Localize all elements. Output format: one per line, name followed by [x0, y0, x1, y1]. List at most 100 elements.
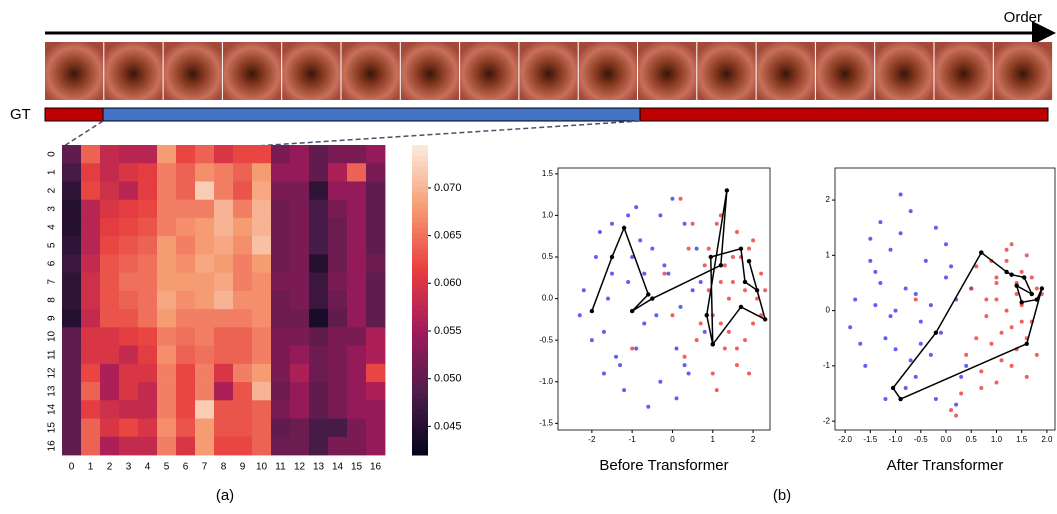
heatmap-cell: [347, 163, 367, 182]
colorbar-band: [412, 165, 428, 172]
heatmap-cell: [62, 254, 82, 274]
trajectory-point: [1039, 286, 1045, 291]
colorbar-band: [412, 439, 428, 446]
scatter-point: [682, 221, 687, 226]
heatmap-cell: [214, 418, 234, 438]
heatmap-cell: [233, 309, 253, 328]
scatter-point: [605, 296, 610, 301]
scatter-point: [873, 269, 878, 274]
colorbar-band: [412, 449, 428, 456]
heatmap-cell: [214, 400, 234, 419]
heatmap-cell: [309, 199, 329, 219]
trajectory-point: [710, 342, 715, 347]
colorbar-band: [412, 372, 428, 378]
heatmap-cell: [119, 163, 139, 182]
heatmap-cell: [347, 345, 367, 365]
heatmap-cell: [119, 199, 139, 219]
heatmap-cell: [119, 145, 139, 164]
y-tick-label: 0.5: [542, 252, 554, 261]
scatter-point: [989, 341, 994, 346]
scatter-point: [690, 221, 695, 226]
heatmap-cell: [100, 345, 120, 365]
colorbar-band: [412, 186, 428, 192]
scatter-point: [706, 288, 711, 293]
scatter-point: [618, 363, 623, 368]
heatmap-cell: [366, 181, 386, 201]
heatmap-cell: [100, 382, 120, 401]
heatmap-cell: [214, 181, 234, 201]
heatmap-cell: [328, 199, 348, 219]
scatter-point: [670, 313, 675, 318]
heatmap-cell: [309, 382, 329, 401]
scatter-point: [848, 325, 853, 330]
heatmap-cell: [119, 254, 139, 274]
heatmap-cell: [100, 181, 120, 201]
heatmap-cell: [138, 309, 158, 328]
scatter-point: [658, 379, 663, 384]
heatmap-cell: [233, 236, 253, 255]
trajectory-point: [708, 254, 713, 260]
scatter-point: [601, 329, 606, 334]
heatmap-cell: [271, 181, 291, 201]
gt-segment: [102, 107, 641, 122]
heatmap-cell: [176, 254, 196, 274]
heatmap-cell: [119, 309, 139, 328]
scatter-point: [666, 271, 671, 276]
heatmap-cell: [309, 272, 329, 292]
y-tick-label: 16: [47, 440, 58, 452]
heatmap-cell: [271, 436, 291, 456]
heatmap-cell: [252, 217, 272, 237]
heatmap-cell: [252, 418, 272, 438]
heatmap-cell: [81, 345, 101, 365]
trajectory-point: [746, 258, 752, 264]
scatter-point: [726, 296, 731, 301]
scatter-point: [964, 363, 969, 368]
heatmap-cell: [157, 272, 177, 292]
scatter-point: [913, 297, 918, 302]
y-tick-label: 11: [47, 349, 58, 360]
heatmap-cell: [366, 254, 386, 274]
heatmap-cell: [233, 199, 253, 219]
heatmap-cell: [195, 145, 215, 164]
heatmap-cell: [328, 290, 348, 310]
panel-label: (b): [773, 487, 791, 504]
heatmap-cell: [290, 290, 310, 310]
heatmap-cell: [328, 254, 348, 274]
scatter-point: [630, 254, 635, 259]
y-tick-label: -2: [823, 416, 831, 425]
heatmap-cell: [62, 363, 82, 383]
heatmap-cell: [157, 254, 177, 274]
heatmap-cell: [233, 181, 253, 201]
heatmap-cell: [176, 272, 196, 292]
x-tick-label: 6: [183, 462, 189, 473]
heatmap-cell: [81, 145, 101, 164]
scatter-point: [1034, 286, 1039, 291]
heatmap-cell: [138, 236, 158, 255]
heatmap-cell: [138, 327, 158, 346]
x-tick-label: 7: [202, 462, 208, 473]
heatmap-cell: [138, 254, 158, 274]
scatter-point: [954, 413, 959, 418]
heatmap-cell: [214, 254, 234, 274]
colorbar-band: [412, 315, 428, 322]
heatmap-cell: [157, 145, 177, 164]
heatmap-cell: [62, 418, 82, 438]
scatter-point: [1019, 319, 1024, 324]
x-axis-label: After Transformer: [887, 457, 1004, 474]
x-tick-label: -2.0: [838, 435, 852, 444]
colorbar-band: [412, 300, 428, 306]
heatmap-cell: [81, 290, 101, 310]
scatter-point: [682, 354, 687, 359]
heatmap-cell: [290, 436, 310, 456]
heatmap-cell: [309, 309, 329, 328]
frame-thumbnail: [104, 42, 163, 100]
colorbar-band: [412, 222, 428, 229]
trajectory-point: [738, 304, 744, 310]
heatmap-cell: [214, 290, 234, 310]
trajectory-point: [1022, 275, 1027, 280]
heatmap-cell: [233, 163, 253, 182]
heatmap-cell: [233, 418, 253, 438]
colorbar-band: [412, 289, 428, 296]
heatmap-cell: [138, 145, 158, 164]
